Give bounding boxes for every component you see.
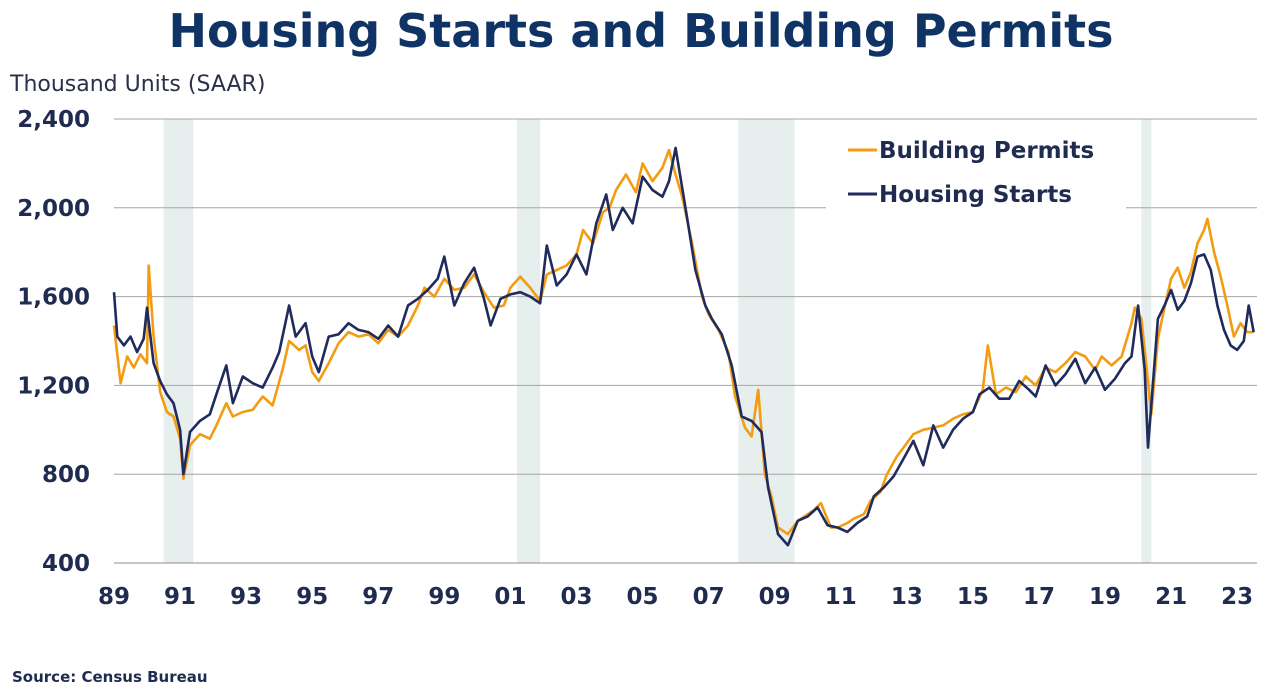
x-tick-label: 99 [428,584,460,610]
recession-band-3 [1141,119,1152,563]
x-tick-label: 03 [560,584,592,610]
y-axis-label: Thousand Units (SAAR) [10,72,266,97]
series-lines [112,146,1255,547]
recession-band-2 [738,119,795,563]
x-ticks: 89 91 93 95 97 99 01 03 05 07 09 11 13 15 17 19 21 23 [98,584,1253,610]
recession-band-1 [517,119,541,563]
chart-title: Housing Starts and Building Permits [168,4,1114,58]
x-tick-label: 09 [759,584,791,610]
recession-band-0 [163,119,194,563]
x-tick-label: 15 [957,584,989,610]
x-tick-label: 07 [693,584,725,610]
y-tick-label: 2,000 [17,196,90,222]
legend-label: Housing Starts [879,182,1072,208]
x-tick-label: 93 [230,584,262,610]
legend-label: Building Permits [879,138,1094,164]
x-tick-label: 23 [1221,584,1253,610]
x-tick-label: 19 [1089,584,1121,610]
recession-bands [163,119,1152,563]
x-tick-label: 17 [1023,584,1055,610]
x-tick-label: 91 [164,584,196,610]
source-note: Source: Census Bureau [12,668,208,686]
x-tick-label: 97 [362,584,394,610]
series-line-housing-starts [112,146,1255,547]
y-tick-label: 1,600 [17,285,90,311]
y-tick-label: 1,200 [17,373,90,399]
y-tick-label: 800 [42,462,90,488]
y-tick-label: 400 [42,551,90,577]
series-line-building-permits [112,148,1254,536]
x-tick-label: 05 [627,584,659,610]
legend-box [826,126,1126,212]
y-tick-label: 2,400 [17,107,90,133]
legend: Building Permits Housing Starts [826,126,1126,212]
x-tick-label: 13 [891,584,923,610]
x-tick-label: 95 [296,584,328,610]
x-tick-label: 21 [1155,584,1187,610]
x-tick-label: 89 [98,584,130,610]
x-tick-label: 01 [494,584,526,610]
y-ticks: 400 800 1,200 1,600 2,000 2,400 [17,107,90,577]
x-tick-label: 11 [825,584,857,610]
